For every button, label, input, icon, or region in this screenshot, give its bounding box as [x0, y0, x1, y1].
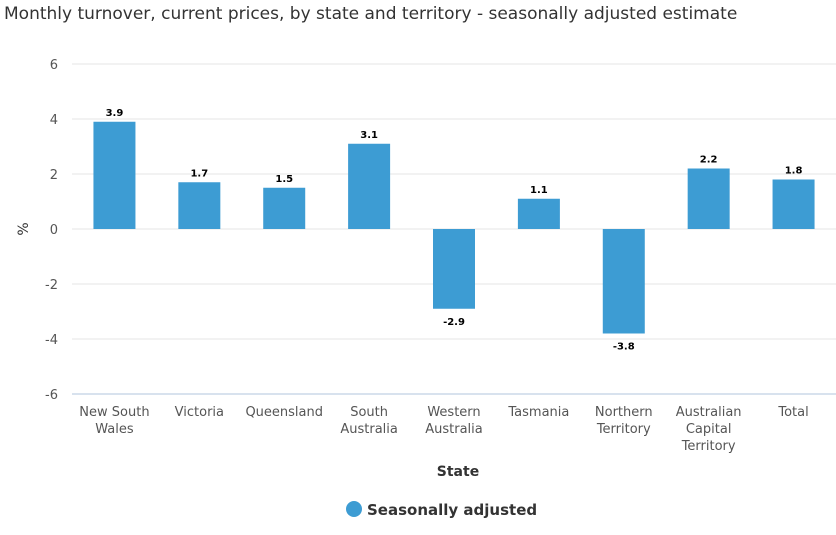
- data-label: 1.7: [190, 168, 208, 179]
- bar[interactable]: [517, 198, 560, 229]
- bar[interactable]: [772, 179, 815, 230]
- bar[interactable]: [433, 229, 475, 309]
- x-tick-label: New South: [79, 405, 149, 420]
- x-tick-label: Queensland: [245, 405, 323, 420]
- bar[interactable]: [93, 121, 136, 229]
- y-tick-label: 6: [50, 58, 58, 73]
- y-tick-label: 0: [50, 223, 58, 238]
- bar[interactable]: [348, 143, 391, 229]
- x-tick-label: Tasmania: [507, 405, 569, 420]
- data-label: 2.2: [700, 155, 718, 166]
- x-tick-label: Australia: [425, 422, 483, 437]
- x-tick-label: Capital: [686, 422, 732, 437]
- data-label: 1.1: [530, 185, 548, 196]
- y-tick-label: -2: [45, 278, 58, 293]
- x-tick-label: South: [350, 405, 388, 420]
- x-tick-label: Victoria: [175, 405, 224, 420]
- bar[interactable]: [178, 182, 221, 229]
- data-label: 1.8: [785, 166, 803, 177]
- legend-marker[interactable]: [346, 501, 362, 517]
- bar[interactable]: [263, 187, 306, 229]
- y-tick-label: 4: [50, 113, 58, 128]
- y-tick-label: 2: [50, 168, 58, 183]
- x-tick-label: Australia: [340, 422, 398, 437]
- bar[interactable]: [687, 168, 730, 230]
- data-label: 3.1: [360, 130, 378, 141]
- data-label: 3.9: [106, 108, 124, 119]
- y-axis-label: %: [16, 222, 32, 235]
- bar[interactable]: [602, 229, 645, 334]
- x-tick-label: Northern: [595, 405, 653, 420]
- legend-label[interactable]: Seasonally adjusted: [367, 501, 537, 519]
- y-tick-label: -6: [45, 388, 58, 403]
- x-axis-label: State: [437, 464, 479, 480]
- y-tick-label: -4: [45, 333, 58, 348]
- x-tick-label: Territory: [681, 439, 736, 454]
- x-tick-label: Territory: [596, 422, 651, 437]
- data-label: -2.9: [443, 317, 465, 328]
- x-tick-label: Western: [427, 405, 480, 420]
- chart-title: Monthly turnover, current prices, by sta…: [4, 4, 738, 24]
- x-tick-label: Australian: [676, 405, 742, 420]
- data-label: -3.8: [613, 342, 635, 353]
- x-tick-label: Wales: [95, 422, 134, 437]
- data-label: 1.5: [275, 174, 293, 185]
- x-tick-label: Total: [777, 405, 808, 420]
